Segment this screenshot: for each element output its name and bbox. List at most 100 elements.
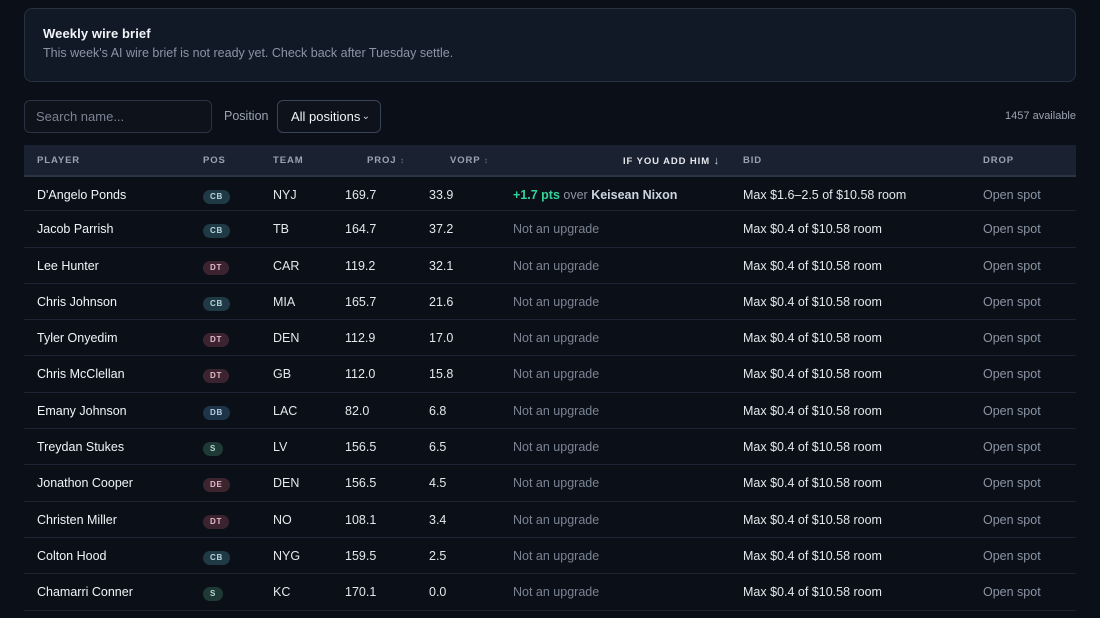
proj-cell: 119.2 [345,258,376,273]
upgrade-replaced-player: Keisean Nixon [591,188,678,202]
table-row[interactable]: Tyler Onyedim DT DEN 112.9 17.0 Not an upgrad… [24,320,1076,357]
player-name[interactable]: Emany Johnson [37,403,127,418]
upgrade-cell: Not an upgrade [513,585,600,600]
position-badge: DT [203,331,230,348]
table-row[interactable]: Colton Hood CB NYG 159.5 2.5 Not an upgrade Ma… [24,538,1076,575]
team-cell: CAR [273,258,300,273]
bid-cell: Max $0.4 of $10.58 room [743,476,882,491]
team-cell: NO [273,512,292,527]
table-row[interactable]: D'Angelo Ponds CB NYJ 169.7 33.9 +1.7 pts ove… [24,175,1076,212]
team-cell: LV [273,440,288,455]
player-name[interactable]: Lee Hunter [37,258,99,273]
player-name[interactable]: Tyler Onyedim [37,331,118,346]
proj-cell: 164.7 [345,222,377,237]
col-drop[interactable]: DROP [983,155,1015,166]
table-body: D'Angelo Ponds CB NYJ 169.7 33.9 +1.7 pts ove… [24,175,1076,611]
table-row[interactable]: Emany Johnson DB LAC 82.0 6.8 Not an upgrade M… [24,393,1076,430]
position-badge-label: DT [203,514,230,529]
bid-cell: Max $0.4 of $10.58 room [743,440,882,455]
bid-cell: Max $0.4 of $10.58 room [743,222,882,237]
table-row[interactable]: Christen Miller DT NO 108.1 3.4 Not an upgrad… [24,502,1076,538]
available-count: 1457 available [1005,110,1076,122]
bid-cell: Max $0.4 of $10.58 room [743,548,882,563]
team-cell: MIA [273,294,296,309]
drop-cell[interactable]: Open spot [983,258,1041,273]
col-team[interactable]: TEAM [273,155,304,166]
col-add-label: IF YOU ADD HIM [623,156,711,167]
player-name[interactable]: Jonathon Cooper [37,476,133,491]
position-badge-label: DB [203,405,230,420]
brief-title: Weekly wire brief [43,26,151,41]
position-badge-label: CB [203,224,230,239]
table-row[interactable]: Lee Hunter DT CAR 119.2 32.1 Not an upgrade Ma… [24,248,1076,284]
filter-bar: Position All positions ⌄ 1457 available [24,100,1076,133]
vorp-cell: 3.4 [429,512,447,527]
drop-cell[interactable]: Open spot [983,403,1041,418]
drop-cell[interactable]: Open spot [983,548,1041,563]
player-name[interactable]: Jacob Parrish [37,222,114,237]
table-row[interactable]: Jacob Parrish CB TB 164.7 37.2 Not an upgrade… [24,211,1076,248]
player-name[interactable]: Christen Miller [37,512,117,527]
player-name[interactable]: D'Angelo Ponds [37,188,127,202]
col-add[interactable]: IF YOU ADD HIM ↓ [623,155,720,167]
position-badge: CB [203,295,230,311]
vorp-cell: 37.2 [429,222,454,237]
position-select-value: All positions [291,109,361,124]
vorp-cell: 33.9 [429,188,454,202]
bid-cell: Max $0.4 of $10.58 room [743,367,882,382]
waiver-table: PLAYER POS TEAM PROJ ↕ VORP ↕ IF YOU ADD… [24,145,1076,611]
position-badge: S [203,585,224,602]
team-cell: LAC [273,403,298,418]
player-name[interactable]: Chris Johnson [37,294,117,309]
col-vorp[interactable]: VORP ↕ [450,155,489,166]
player-name[interactable]: Colton Hood [37,548,107,563]
vorp-cell: 4.5 [429,476,447,491]
player-name[interactable]: Treydan Stukes [37,440,125,455]
upgrade-cell: Not an upgrade [513,440,600,455]
drop-cell[interactable]: Open spot [983,367,1041,382]
upgrade-cell: Not an upgrade [513,294,600,309]
team-cell: GB [273,367,292,382]
bid-cell: Max $0.4 of $10.58 room [743,512,882,527]
drop-cell[interactable]: Open spot [983,512,1041,527]
proj-cell: 165.7 [345,294,377,309]
upgrade-cell: Not an upgrade [513,331,600,346]
col-pos[interactable]: POS [203,155,226,166]
drop-cell[interactable]: Open spot [983,440,1041,455]
bid-cell: Max $0.4 of $10.58 room [743,585,882,600]
vorp-cell: 6.8 [429,403,447,418]
table-row[interactable]: Chamarri Conner S KC 170.1 0.0 Not an upgrade… [24,574,1076,611]
col-proj[interactable]: PROJ ↕ [367,155,405,166]
position-badge-label: S [203,442,224,457]
upgrade-cell: Not an upgrade [513,403,600,418]
drop-cell[interactable]: Open spot [983,476,1041,491]
col-vorp-label: VORP [450,155,481,166]
position-badge: DT [203,513,230,529]
col-bid[interactable]: BID [743,155,763,166]
team-cell: TB [273,222,289,237]
vorp-cell: 0.0 [429,585,447,600]
upgrade-cell: Not an upgrade [513,258,600,273]
table-row[interactable]: Chris Johnson CB MIA 165.7 21.6 Not an upgrad… [24,284,1076,321]
position-badge-label: CB [203,296,230,311]
table-row[interactable]: Jonathon Cooper DE DEN 156.5 4.5 Not an upgra… [24,465,1076,502]
drop-cell[interactable]: Open spot [983,585,1041,600]
team-cell: KC [273,585,291,600]
drop-cell[interactable]: Open spot [983,188,1041,202]
position-select[interactable]: All positions ⌄ [277,100,381,133]
drop-cell[interactable]: Open spot [983,331,1041,346]
drop-cell[interactable]: Open spot [983,222,1041,237]
col-proj-label: PROJ [367,155,397,166]
upgrade-cell: +1.7 pts over Keisean Nixon [513,188,677,202]
drop-cell[interactable]: Open spot [983,294,1041,309]
table-row[interactable]: Chris McClellan DT GB 112.0 15.8 Not an upgra… [24,356,1076,393]
proj-cell: 82.0 [345,403,370,418]
player-name[interactable]: Chamarri Conner [37,585,133,600]
player-name[interactable]: Chris McClellan [37,367,125,382]
search-input[interactable] [24,100,212,133]
col-player[interactable]: PLAYER [37,155,81,166]
table-row[interactable]: Treydan Stukes S LV 156.5 6.5 Not an upgrade M… [24,429,1076,466]
position-badge-label: DT [203,333,230,348]
team-cell: DEN [273,331,300,346]
proj-cell: 169.7 [345,188,377,202]
